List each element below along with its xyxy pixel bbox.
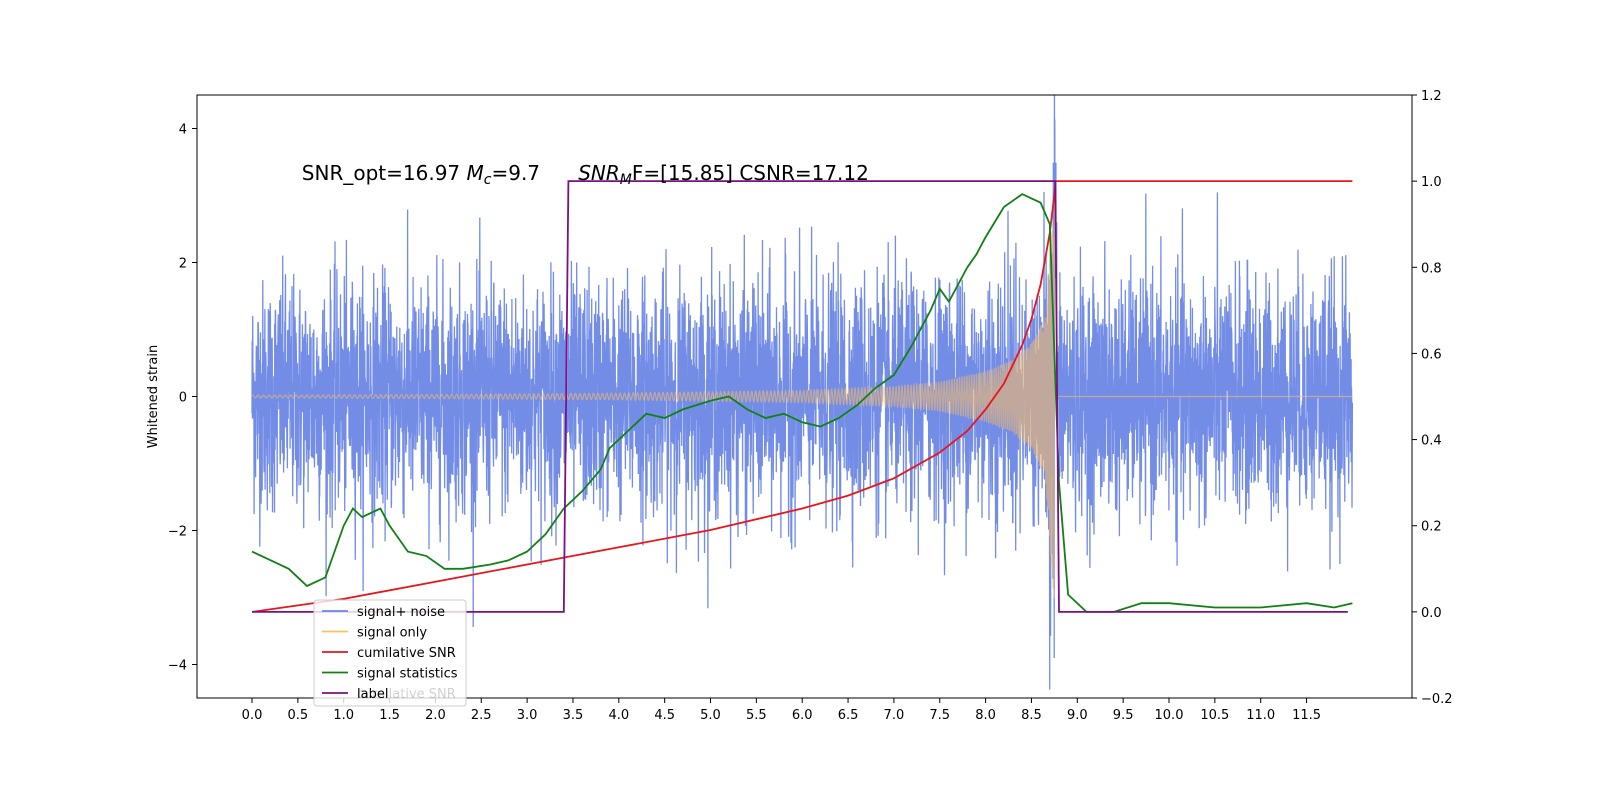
x-tick-label: 6.5 bbox=[838, 708, 859, 723]
x-tick-label: 1.5 bbox=[379, 708, 400, 723]
x-tick-label: 9.5 bbox=[1113, 708, 1134, 723]
x-tick-label: 0.0 bbox=[242, 708, 263, 723]
y-left-tick-label: −4 bbox=[168, 659, 187, 674]
y-right-tick-label: 1.2 bbox=[1421, 89, 1442, 104]
x-tick-label: 10.5 bbox=[1200, 708, 1229, 723]
series-cumulative-snr bbox=[251, 180, 1353, 613]
x-tick-label: 9.0 bbox=[1067, 708, 1088, 723]
legend-label: label bbox=[357, 687, 388, 702]
x-tick-label: 7.5 bbox=[929, 708, 950, 723]
x-tick-label: 4.5 bbox=[654, 708, 675, 723]
legend-label: signal only bbox=[357, 626, 427, 641]
y-right-tick-label: 1.0 bbox=[1421, 175, 1442, 190]
axes: 0.0 0.5 1.0 1.5 2.0 2.5 3.0 3.5 4.0 4.5 5.0 5.5 6.0 6… bbox=[168, 89, 1453, 723]
series-signal-only bbox=[251, 182, 1353, 599]
y-left-tick-label: 0 bbox=[179, 391, 187, 406]
plot-area bbox=[251, 95, 1354, 690]
x-tick-label: 5.5 bbox=[746, 708, 767, 723]
legend-label: cumilative SNR bbox=[357, 646, 456, 661]
x-tick-label: 6.0 bbox=[792, 708, 813, 723]
x-tick-label: 11.0 bbox=[1246, 708, 1275, 723]
y-left-tick-label: −2 bbox=[168, 525, 187, 540]
title-part-mf-value: F=[15.85] CSNR=17.12 bbox=[632, 161, 869, 185]
y-left-tick-label: 4 bbox=[179, 123, 187, 138]
x-tick-label: 8.0 bbox=[975, 708, 996, 723]
y-right-tick-label: −0.2 bbox=[1421, 692, 1453, 707]
title-part-mc-sub: c bbox=[484, 172, 492, 188]
x-tick-label: 11.5 bbox=[1292, 708, 1321, 723]
y-right-tick-label: 0.2 bbox=[1421, 520, 1442, 535]
x-tick-label: 3.0 bbox=[517, 708, 538, 723]
series-label bbox=[252, 180, 1348, 613]
x-tick-label: 3.5 bbox=[563, 708, 584, 723]
y-right-tick-label: 0.4 bbox=[1421, 434, 1442, 449]
legend-label: signal+ noise bbox=[357, 605, 445, 620]
x-tick-label: 7.0 bbox=[884, 708, 905, 723]
title-part-mc-value: =9.7 bbox=[491, 161, 578, 185]
legend: signal+ noise signal only cumilative SNR si… bbox=[313, 599, 467, 707]
y-right-tick-label: 0.6 bbox=[1421, 347, 1442, 362]
title-part-snr-opt: SNR_opt=16.97 bbox=[302, 161, 467, 185]
x-tick-label: 0.5 bbox=[288, 708, 309, 723]
x-tick-label: 2.0 bbox=[425, 708, 446, 723]
title-part-mc: M bbox=[467, 161, 484, 185]
series-group bbox=[251, 95, 1354, 690]
chart-title: SNR_opt=16.97 Mc=9.7 SNRMF=[15.85] CSNR=… bbox=[270, 161, 888, 188]
x-tick-label: 1.0 bbox=[333, 708, 354, 723]
x-tick-label: 4.0 bbox=[608, 708, 629, 723]
legend-label: signal statistics bbox=[357, 667, 458, 682]
series-signal-statistics bbox=[251, 193, 1353, 613]
y-left-tick-label: 2 bbox=[179, 257, 187, 272]
legend-ghost-text: cumilative SNR bbox=[357, 687, 456, 702]
x-tick-label: 5.0 bbox=[700, 708, 721, 723]
series-signal-noise bbox=[251, 95, 1354, 690]
title-part-mf-sub: M bbox=[620, 172, 632, 188]
legend-box bbox=[313, 599, 467, 707]
x-tick-label: 10.0 bbox=[1155, 708, 1184, 723]
x-tick-label: 2.5 bbox=[471, 708, 492, 723]
y-right-tick-label: 0.8 bbox=[1421, 261, 1442, 276]
y-right-tick-label: 0.0 bbox=[1421, 606, 1442, 621]
x-tick-label: 8.5 bbox=[1021, 708, 1042, 723]
y-axis-label: Whitened strain bbox=[146, 345, 161, 448]
title-part-snr-mf: SNR bbox=[578, 161, 620, 185]
